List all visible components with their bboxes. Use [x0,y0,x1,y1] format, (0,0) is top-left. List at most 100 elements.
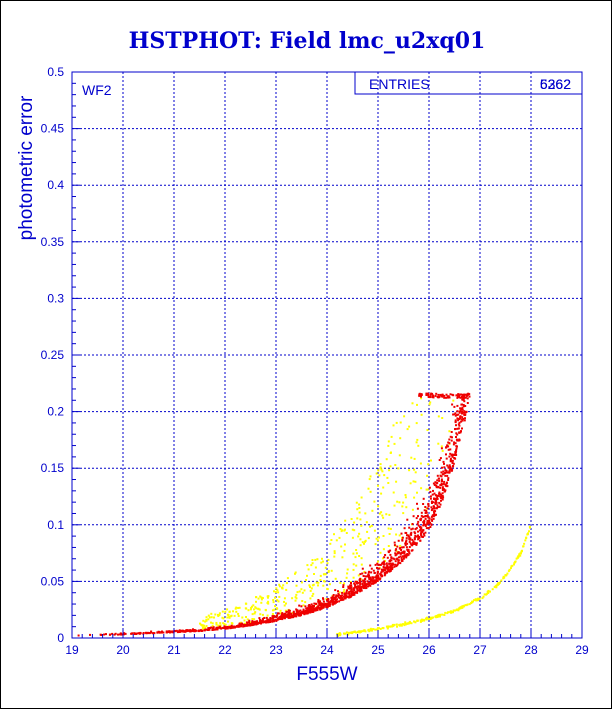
scatter-point-primary [439,486,442,489]
scatter-point-primary [304,612,307,614]
scatter-point-secondary [379,466,382,469]
scatter-point-primary [361,572,364,575]
scatter-point-primary [363,582,366,585]
scatter-point-primary [420,514,423,517]
scatter-point-primary [212,628,214,631]
scatter-point-primary [457,427,460,430]
scatter-point-primary [261,621,264,624]
scatter-point-secondary [426,474,429,477]
scatter-point-primary [346,589,348,592]
scatter-point-primary [258,617,261,620]
scatter-point-primary [433,509,436,512]
scatter-point-primary [420,511,423,514]
scatter-point-secondary [261,613,264,616]
scatter-point-primary [394,549,397,552]
scatter-point-secondary [456,608,458,611]
scatter-point-secondary [497,582,500,585]
scatter-point-secondary [495,586,498,589]
scatter-point-primary [434,501,437,504]
scatter-point-secondary [368,630,371,633]
scatter-point-primary [406,548,409,551]
scatter-point-primary [456,404,459,407]
scatter-point-primary [393,541,396,544]
scatter-point-secondary [428,403,431,406]
scatter-point-primary [234,626,236,629]
scatter-point-secondary [273,608,276,611]
scatter-point-primary [463,400,466,403]
scatter-point-secondary [356,630,359,633]
scatter-point-primary [440,478,443,481]
scatter-point-secondary [378,474,381,477]
scatter-point-primary [320,605,323,608]
scatter-point-secondary [412,480,415,483]
scatter-point-primary [404,554,407,557]
scatter-point-secondary [359,630,362,633]
scatter-point-primary [171,631,174,634]
scatter-point-primary [403,552,406,555]
scatter-point-secondary [355,564,358,567]
y-tick-label: 0.1 [47,518,64,532]
scatter-point-primary [447,448,450,451]
scatter-point-secondary [210,612,213,615]
scatter-point-primary [466,397,469,400]
scatter-point-primary [298,613,301,616]
scatter-point-primary [235,625,238,628]
scatter-point-secondary [278,585,281,588]
scatter-point-primary [443,466,446,469]
scatter-point-primary [356,588,359,591]
scatter-point-primary [113,633,116,636]
scatter-point-primary [434,497,437,500]
scatter-point-primary [355,580,358,583]
scatter-point-primary [213,628,216,631]
scatter-point-primary [399,552,402,555]
scatter-point-primary [359,580,362,583]
scatter-point-primary [403,527,406,530]
scatter-point-primary [369,576,372,579]
scatter-point-secondary [374,543,377,546]
scatter-point-primary [210,626,213,629]
scatter-point-primary [413,531,416,534]
scatter-point-primary [425,527,428,530]
scatter-point-secondary [343,632,346,635]
scatter-point-primary [238,622,241,625]
scatter-point-secondary [408,425,411,428]
scatter-point-primary [450,439,453,442]
scatter-point-primary [376,579,379,582]
scatter-point-primary [363,586,366,589]
scatter-point-primary [445,396,447,399]
scatter-point-primary [395,553,398,556]
scatter-point-secondary [294,599,297,602]
scatter-point-primary [461,427,463,430]
scatter-point-secondary [518,553,521,556]
scatter-point-secondary [274,596,276,599]
scatter-point-primary [367,585,369,588]
scatter-point-primary [322,605,325,608]
scatter-point-primary [450,469,453,472]
scatter-point-primary [417,534,419,537]
scatter-point-secondary [306,574,308,577]
scatter-point-primary [407,553,410,556]
scatter-point-secondary [276,589,279,592]
scatter-point-primary [390,556,393,559]
scatter-point-primary [89,633,91,636]
scatter-point-secondary [388,533,391,535]
scatter-point-secondary [376,627,379,630]
scatter-point-secondary [272,599,275,601]
scatter-point-secondary [399,437,402,440]
scatter-point-primary [402,557,405,560]
scatter-point-primary [461,395,464,398]
scatter-point-secondary [244,602,247,605]
scatter-point-primary [158,631,161,634]
scatter-point-primary [282,613,285,616]
scatter-point-primary [351,590,354,593]
scatter-point-secondary [396,550,399,553]
scatter-point-primary [292,614,295,617]
scatter-point-primary [443,488,446,491]
scatter-point-primary [360,589,363,592]
scatter-point-primary [114,632,117,635]
scatter-point-primary [376,577,379,580]
scatter-point-secondary [375,537,378,540]
scatter-point-secondary [398,454,401,457]
scatter-point-secondary [353,630,356,633]
scatter-point-primary [339,595,342,597]
